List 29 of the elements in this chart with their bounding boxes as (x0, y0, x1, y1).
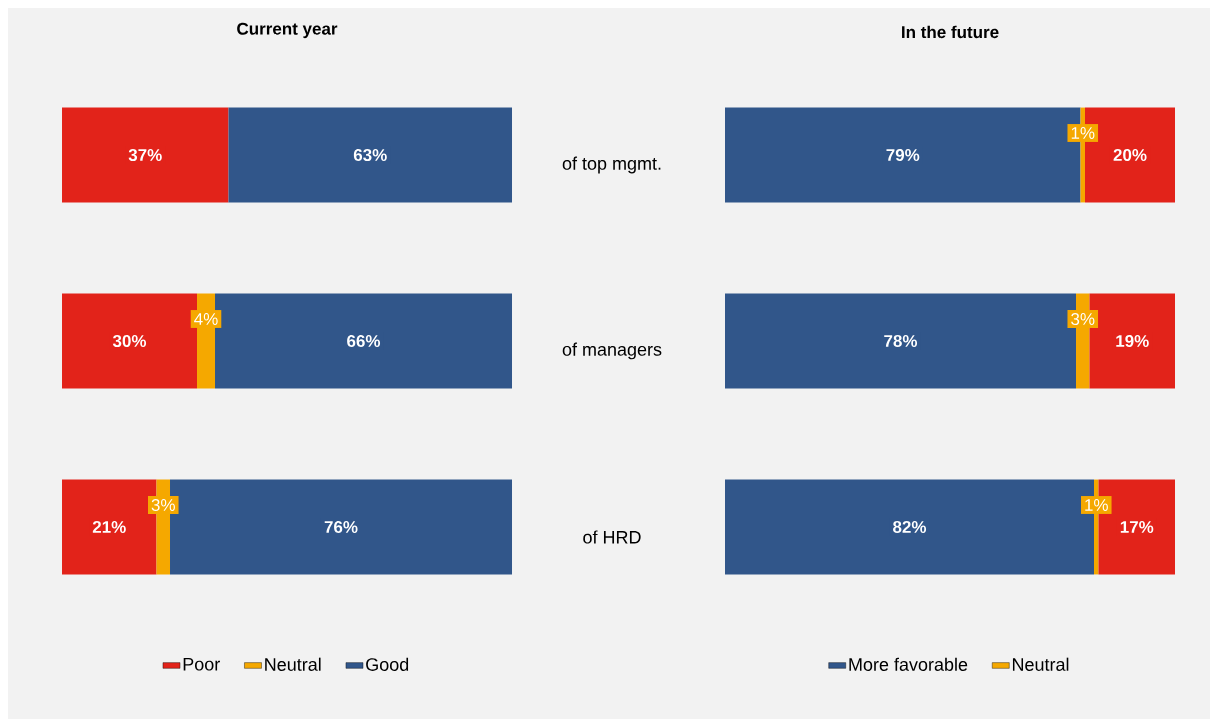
data-label: 3% (1071, 312, 1095, 326)
data-label: 82% (893, 520, 927, 534)
data-label: 79% (886, 148, 920, 162)
data-label: 30% (112, 334, 147, 348)
data-label: 17% (1120, 521, 1154, 533)
data-label: 66% (347, 334, 381, 348)
data-label: 63% (353, 148, 387, 162)
chart-title: In the future (902, 25, 999, 39)
data-label: 3% (151, 498, 175, 512)
legend-label: Neutral (265, 657, 321, 671)
bar (62, 107, 229, 203)
data-label: 21% (92, 520, 126, 533)
bar (228, 107, 513, 203)
data-label: 19% (1116, 334, 1149, 348)
legend-label: Good (366, 657, 409, 671)
legend-label: More favorable (849, 657, 968, 671)
y-tick-label: of top mgmt. (562, 156, 661, 174)
legend-label: Neutral (1012, 657, 1069, 671)
data-label: 20% (1113, 148, 1147, 162)
data-label: 78% (884, 334, 918, 348)
data-label: 1% (1085, 499, 1108, 511)
chart-title: Current year (237, 22, 338, 39)
data-label: 1% (1071, 127, 1095, 139)
legend-label: Poor (183, 657, 220, 671)
data-label: 76% (324, 520, 358, 534)
data-label: 37% (128, 148, 162, 162)
data-label: 4% (194, 313, 218, 325)
y-tick-label: of HRD (583, 530, 641, 544)
y-tick-label: of managers (562, 342, 662, 360)
